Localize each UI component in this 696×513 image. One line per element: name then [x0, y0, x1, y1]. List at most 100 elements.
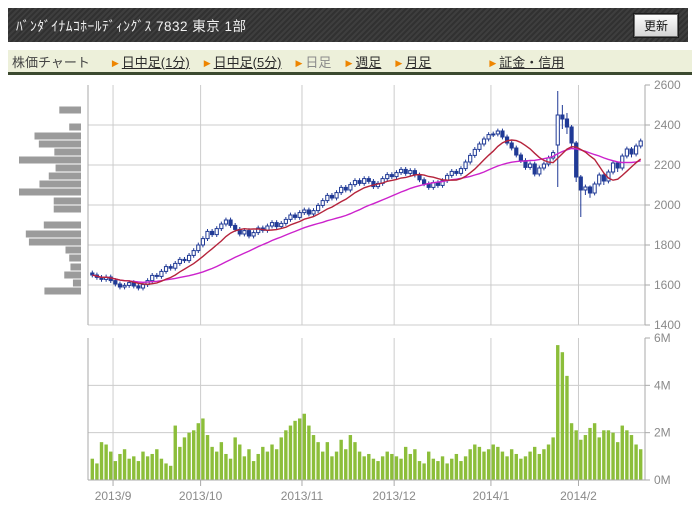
candle	[592, 183, 597, 194]
volume-bar	[339, 439, 343, 480]
candle	[385, 174, 390, 180]
title-bar: ﾊﾞﾝﾀﾞｲﾅﾑｺﾎｰﾙﾃﾞｨﾝｸﾞｽ 7832 東京 1部 更新	[8, 8, 688, 42]
candle	[468, 154, 473, 163]
candle	[306, 209, 311, 215]
moving-averages	[92, 139, 642, 286]
volume-bar	[431, 458, 436, 480]
candle	[569, 126, 574, 144]
volume-bar	[256, 453, 260, 480]
nav-item-0[interactable]: ▶ 日中足(1分)	[112, 55, 190, 70]
volume-bar	[509, 449, 514, 480]
volume-bar	[638, 449, 643, 480]
volume-bar	[569, 423, 574, 480]
volume-bar	[122, 449, 127, 480]
candle	[246, 230, 252, 237]
candle	[339, 186, 344, 194]
volume-bar	[187, 432, 191, 480]
nav-item-1[interactable]: ▶ 日中足(5分)	[204, 55, 282, 70]
volume-profile-bar	[69, 254, 81, 262]
volume-bar	[150, 453, 154, 480]
candle	[122, 284, 127, 288]
candle	[205, 230, 210, 240]
triangle-right-icon: ▶	[395, 57, 403, 68]
candle	[274, 222, 279, 228]
volume-bar	[403, 446, 408, 480]
candle	[140, 284, 146, 289]
volume-bar	[574, 430, 578, 480]
month-label: 2013/11	[281, 489, 324, 503]
volume-bar	[606, 430, 611, 480]
volume-bar	[141, 451, 145, 480]
volume-bar	[357, 451, 362, 480]
volume-bar	[427, 451, 431, 480]
volume-bar	[316, 442, 320, 480]
volume-bar	[251, 461, 256, 480]
volume-profile-bar	[59, 106, 81, 114]
candle	[574, 142, 579, 178]
candle	[288, 214, 293, 220]
candle	[537, 167, 542, 175]
nav-link[interactable]: 週足	[355, 54, 382, 70]
candle	[297, 212, 302, 218]
volume-bar	[173, 425, 177, 480]
candle	[587, 186, 593, 194]
candle	[509, 142, 514, 149]
nav-item-margin-credit[interactable]: ▶ 証金・信用	[489, 52, 564, 71]
volume-bar	[546, 444, 551, 480]
candle	[177, 258, 182, 264]
candle	[601, 174, 606, 182]
volume-bar	[293, 420, 297, 480]
volume-profile-bar	[34, 132, 81, 140]
candle	[597, 174, 602, 185]
candle	[389, 174, 394, 178]
candle	[279, 222, 284, 228]
volume-bar	[311, 435, 316, 480]
volume-bar	[99, 442, 104, 480]
volume-bar	[523, 456, 528, 480]
candle	[578, 176, 583, 191]
chart-nav-items: ▶ 日中足(1分) ▶ 日中足(5分) ▶ 日足 ▶ 週足 ▶ 月足	[112, 52, 445, 71]
price-tick-label: 1800	[654, 238, 681, 252]
month-label: 2013/12	[372, 489, 416, 503]
margin-credit-link[interactable]: 証金・信用	[499, 54, 565, 70]
volume-bar	[579, 439, 583, 480]
nav-link[interactable]: 日中足(5分)	[213, 54, 282, 70]
volume-bar	[362, 456, 366, 480]
volume-profile-bar	[44, 287, 81, 295]
candle	[440, 180, 445, 186]
volume-bar	[422, 463, 426, 480]
volume-bar	[132, 456, 136, 480]
candle	[113, 280, 118, 285]
nav-item-4[interactable]: ▶ 月足	[395, 55, 431, 70]
candle	[329, 194, 335, 199]
volume-bar	[560, 352, 565, 480]
refresh-button[interactable]: 更新	[632, 12, 680, 38]
nav-link[interactable]: 日中足(1分)	[121, 54, 190, 70]
candle	[251, 232, 256, 237]
chart-nav: 株価チャート ▶ 日中足(1分) ▶ 日中足(5分) ▶ 日足 ▶ 週足 ▶ 月足 ▶ 証金・信用	[8, 50, 692, 75]
volume-bars	[90, 345, 643, 480]
volume-bar	[330, 456, 334, 480]
candle	[269, 222, 275, 227]
volume-bar	[394, 456, 399, 480]
candle	[219, 223, 224, 230]
volume-bar	[468, 449, 472, 480]
volume-bar	[459, 461, 463, 480]
month-label: 2013/10	[179, 489, 223, 503]
triangle-right-icon: ▶	[345, 57, 353, 68]
volume-bar	[104, 444, 108, 480]
candle	[394, 172, 399, 178]
candle	[163, 266, 169, 272]
volume-bar	[473, 444, 477, 480]
candle	[283, 218, 288, 224]
candle	[196, 244, 201, 252]
candle	[555, 114, 560, 146]
candle	[398, 168, 404, 174]
month-label: 2013/9	[95, 489, 132, 503]
candle	[210, 230, 215, 236]
nav-link[interactable]: 月足	[405, 54, 432, 70]
nav-item-3[interactable]: ▶ 週足	[345, 55, 381, 70]
volume-profile-bar	[43, 221, 81, 229]
stock-title: ﾊﾞﾝﾀﾞｲﾅﾑｺﾎｰﾙﾃﾞｨﾝｸﾞｽ 7832 東京 1部	[16, 19, 247, 34]
volume-bar	[551, 437, 555, 480]
